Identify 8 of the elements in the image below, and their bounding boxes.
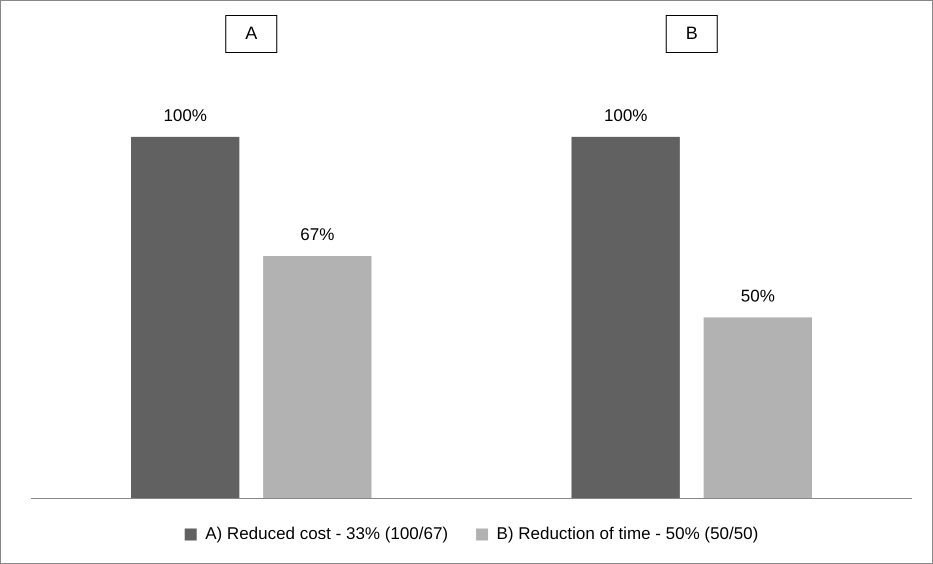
- legend-label: B) Reduction of time - 50% (50/50): [496, 524, 758, 544]
- data-label: 100%: [163, 106, 207, 126]
- x-tick-label: B: [686, 22, 698, 43]
- data-label: 50%: [740, 286, 775, 306]
- data-label: 67%: [300, 225, 334, 244]
- data-label: 100%: [604, 106, 648, 126]
- legend-label: A) Reduced cost - 33% (100/67): [205, 524, 448, 544]
- x-tick-label: A: [245, 22, 258, 43]
